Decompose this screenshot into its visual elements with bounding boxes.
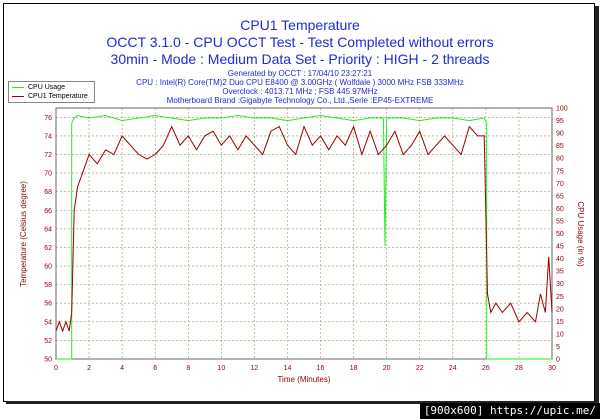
y-left-tick-label: 70: [44, 171, 52, 178]
y-right-tick-label: 45: [556, 244, 564, 251]
y-left-tick-label: 64: [44, 226, 52, 233]
x-tick-label: 6: [153, 365, 157, 372]
x-tick-label: 18: [350, 365, 358, 372]
y-right-tick-label: 95: [556, 118, 564, 125]
y-left-tick-label: 52: [44, 338, 52, 345]
y-left-tick-label: 74: [44, 133, 52, 140]
plot-area-border: [55, 107, 553, 360]
x-tick-label: 26: [482, 365, 490, 372]
legend-item-cpu-temp: CPU1 Temperature: [12, 92, 88, 101]
y-right-tick-label: 20: [556, 306, 564, 313]
chart-legend: CPU Usage CPU1 Temperature: [8, 81, 95, 103]
y-left-tick-label: 66: [44, 208, 52, 215]
x-tick-label: 20: [383, 365, 391, 372]
axis-ticks: 0 2 4 6 8 10 12 14 16 18 20 22 24 26 28 305052545658606…: [44, 106, 568, 373]
chart-frame: [3, 3, 595, 402]
y-left-tick-label: 76: [44, 115, 52, 122]
x-tick-label: 0: [54, 365, 58, 372]
y-right-tick-label: 65: [556, 193, 564, 200]
y-right-tick-label: 25: [556, 294, 564, 301]
x-tick-label: 24: [449, 365, 457, 372]
y-right-tick-label: 50: [556, 231, 564, 238]
y-right-tick-label: 75: [556, 168, 564, 175]
y-right-tick-label: 5: [556, 344, 560, 351]
legend-swatch-cpu-temp: [12, 95, 24, 97]
legend-swatch-cpu-usage: [12, 86, 24, 88]
frame-shadow-bottom: [6, 401, 599, 404]
y-right-tick-label: 80: [556, 156, 564, 163]
y-left-tick-label: 54: [44, 319, 52, 326]
y-left-tick-label: 58: [44, 282, 52, 289]
y-left-tick-label: 72: [44, 152, 52, 159]
y-left-tick-label: 56: [44, 301, 52, 308]
x-tick-label: 28: [515, 365, 523, 372]
y-right-tick-label: 100: [556, 106, 568, 113]
info-generated: Generated by OCCT : 17/04/10 23:27:21: [227, 69, 373, 78]
y-left-tick-label: 62: [44, 245, 52, 252]
x-axis-label: Time (Minutes): [277, 375, 330, 384]
x-tick-label: 2: [87, 365, 91, 372]
info-motherboard: Motherboard Brand :Gigabyte Technology C…: [166, 96, 434, 105]
y-right-tick-label: 10: [556, 331, 564, 338]
series-line-cpu-usage: [56, 114, 552, 360]
y-left-tick-label: 60: [44, 264, 52, 271]
y-right-tick-label: 70: [556, 181, 564, 188]
frame-shadow-right: [595, 6, 599, 402]
x-tick-label: 14: [284, 365, 292, 372]
x-tick-label: 16: [317, 365, 325, 372]
y-right-tick-label: 85: [556, 143, 564, 150]
x-tick-label: 12: [251, 365, 259, 372]
y-right-tick-label: 15: [556, 319, 564, 326]
legend-item-cpu-usage: CPU Usage: [12, 83, 65, 92]
legend-label-cpu-temp: CPU1 Temperature: [28, 93, 88, 100]
y-right-tick-label: 35: [556, 269, 564, 276]
y-axis-right-label: CPU Usage (in %): [576, 201, 585, 267]
y-right-tick-label: 55: [556, 218, 564, 225]
chart-title: CPU1 Temperature: [240, 17, 360, 33]
x-tick-label: 4: [120, 365, 124, 372]
x-tick-label: 30: [548, 365, 556, 372]
info-overclock: Overclock : 4013.71 MHz ; FSB 445.97MHz: [222, 87, 378, 96]
legend-label-cpu-usage: CPU Usage: [28, 84, 65, 91]
x-tick-label: 22: [416, 365, 424, 372]
y-right-tick-label: 60: [556, 206, 564, 213]
series-group: [55, 114, 553, 360]
image-host-footer: [900x600] https://upic.me/: [419, 403, 600, 419]
y-left-tick-label: 68: [44, 189, 52, 196]
info-cpu: CPU : Intel(R) Core(TM)2 Duo CPU E8400 @…: [136, 78, 464, 87]
y-left-tick-label: 50: [44, 357, 52, 364]
y-right-tick-label: 90: [556, 131, 564, 138]
y-axis-left-label: Temperature (Celsius degree): [19, 181, 28, 287]
chart-subtitle-1: OCCT 3.1.0 - CPU OCCT Test - Test Comple…: [106, 34, 494, 50]
y-right-tick-label: 0: [556, 357, 560, 364]
y-right-tick-label: 30: [556, 281, 564, 288]
chart-subtitle-2: 30min - Mode : Medium Data Set - Priorit…: [110, 51, 490, 67]
y-right-tick-label: 40: [556, 256, 564, 263]
x-tick-label: 8: [186, 365, 190, 372]
grid-lines: [55, 108, 553, 360]
x-tick-label: 10: [217, 365, 225, 372]
series-line-cpu-temperature: [55, 125, 553, 333]
